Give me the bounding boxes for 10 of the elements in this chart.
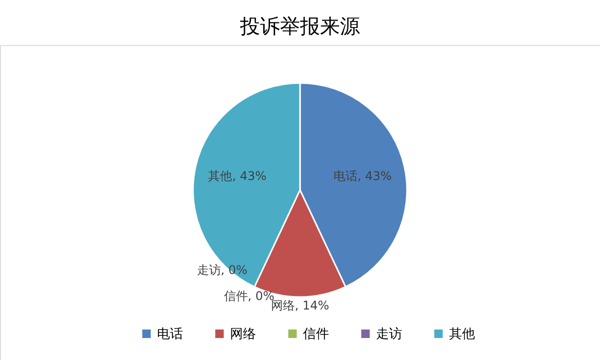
legend-label: 其他 [449,326,475,342]
legend-label: 走访 [376,326,402,342]
data-label: 网络, 14% [270,298,330,313]
legend-label: 信件 [303,326,329,342]
data-label: 电话, 43% [334,168,392,183]
text: 走访, 0% [196,262,248,277]
chart-title: 投诉举报来源 [239,14,360,38]
legend-label: 网络 [230,326,256,342]
data-label: 其他, 43% [208,168,266,183]
legend-label: 电话 [157,326,183,342]
